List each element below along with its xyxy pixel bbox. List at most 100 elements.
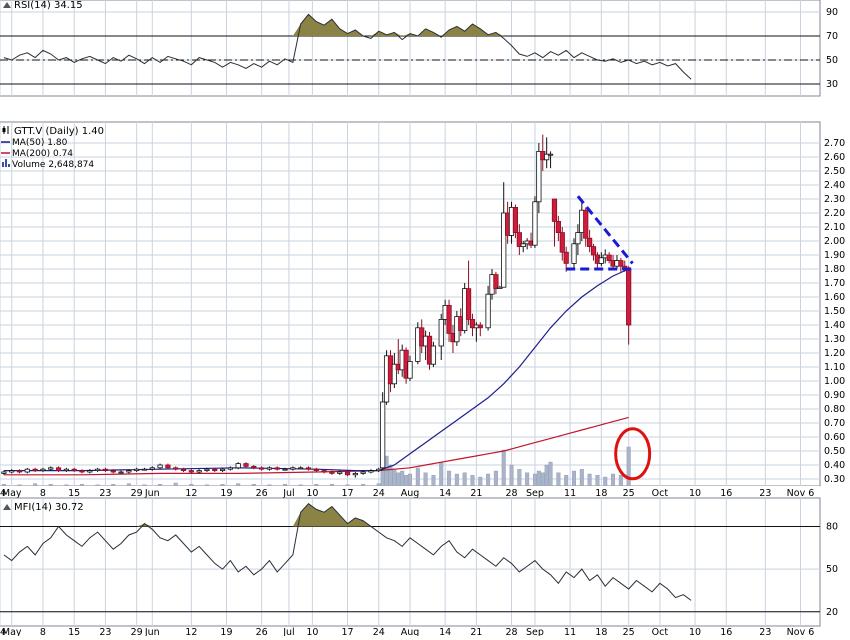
price-candle (520, 241, 526, 253)
price-candle (173, 466, 179, 471)
price-candle (380, 392, 386, 470)
x-axis-label: 18 (595, 488, 607, 499)
candle-body (438, 318, 444, 347)
x-axis-label: 14 (439, 488, 451, 499)
mfi-tick-label: 80 (826, 521, 838, 532)
price-candle (532, 196, 538, 248)
x-axis-label: 24 (0, 488, 6, 499)
x-axis-label: 17 (341, 488, 353, 499)
x-axis-label-bottom: Oct (652, 627, 669, 636)
candle-body (9, 470, 15, 473)
mfi-legend: MFI(14) 30.72 (3, 502, 84, 513)
candle-body (551, 198, 558, 222)
volume-bar (64, 484, 69, 487)
volume-bar (189, 484, 194, 487)
candle-body (204, 468, 210, 472)
candle-body (118, 471, 124, 474)
price-candle (313, 467, 319, 472)
rsi-overbought-fill (417, 28, 442, 36)
candle-body (407, 360, 413, 379)
candle-body (243, 463, 249, 467)
volume-bar (548, 461, 553, 487)
mfi-legend-icon (3, 504, 11, 510)
price-tick-label: 2.40 (824, 180, 845, 191)
price-candle (446, 299, 452, 342)
price-tick-label: 0.50 (824, 446, 845, 457)
candle-body (587, 237, 593, 247)
price-candle (587, 229, 593, 253)
candle-body (485, 293, 491, 329)
volume-bar (204, 484, 209, 487)
volume-bar (626, 446, 631, 487)
candle-body (360, 471, 366, 474)
candle-body (575, 232, 581, 245)
volume-bar (408, 473, 413, 487)
price-candle (551, 198, 558, 247)
candle-body (512, 206, 519, 233)
x-axis-label-bottom: Jun (144, 627, 160, 636)
candle-body (87, 470, 93, 473)
x-axis-label: 25 (623, 488, 635, 499)
volume-bar (236, 483, 241, 487)
volume-bar (158, 484, 163, 487)
price-candle (329, 470, 335, 475)
candle-body (102, 468, 109, 472)
price-candle (266, 466, 273, 471)
price-candle (227, 466, 233, 471)
price-candle (493, 271, 499, 295)
x-axis-label-bottom: 18 (595, 627, 607, 636)
volume-bar (423, 472, 428, 487)
x-axis-label-bottom: 29 (131, 627, 143, 636)
x-axis-label: Oct (652, 488, 669, 499)
rsi-tick-label: 70 (826, 31, 838, 42)
volume-bar (142, 484, 147, 487)
volume-bar (415, 467, 420, 487)
candle-body (501, 212, 507, 288)
rsi-overbought-fill (292, 14, 364, 36)
volume-bar (388, 464, 393, 487)
candle-body (352, 472, 358, 476)
x-axis-label: Aug (401, 488, 420, 499)
price-candle (583, 207, 589, 247)
x-axis-label-bottom: 10 (306, 627, 318, 636)
x-axis-label: May (2, 488, 22, 499)
price-candle (212, 467, 218, 472)
x-axis-label-bottom: 26 (256, 627, 268, 636)
x-axis-label-bottom: Sep (526, 627, 544, 636)
candle-body (157, 464, 163, 469)
candle-body (329, 471, 335, 474)
candle-body (1, 471, 7, 474)
price-candle (274, 466, 280, 471)
price-candle (180, 467, 187, 472)
volume-bar (298, 484, 303, 487)
price-tick-label: 0.90 (824, 390, 845, 401)
x-axis-label: Jun (144, 488, 160, 499)
price-candle (368, 469, 374, 474)
price-candle (63, 467, 69, 472)
candle-body (282, 468, 288, 471)
x-axis-label: Nov 6 (787, 488, 815, 499)
x-axis-label-bottom: 24 (373, 627, 385, 636)
price-candle (235, 462, 241, 470)
candle-body (391, 363, 397, 385)
candle-body (290, 467, 296, 470)
volume-bar (587, 473, 592, 487)
price-candle (344, 470, 351, 477)
candle-body (313, 468, 319, 472)
price-tick-label: 2.30 (824, 194, 845, 205)
volume-bar (493, 470, 498, 487)
volume-bar (544, 464, 549, 487)
price-candle (40, 467, 46, 472)
candle-body (79, 470, 85, 473)
volume-bar (79, 484, 84, 487)
candle-body (337, 471, 343, 474)
x-axis-band (0, 486, 820, 498)
x-axis-label-bottom: 17 (341, 627, 353, 636)
legend-candle-icon (2, 128, 6, 132)
volume-bar (400, 470, 405, 487)
legend-volume-icon (5, 159, 7, 167)
price-candle (204, 467, 210, 472)
volume-bar (447, 470, 452, 487)
price-candle (337, 470, 343, 475)
